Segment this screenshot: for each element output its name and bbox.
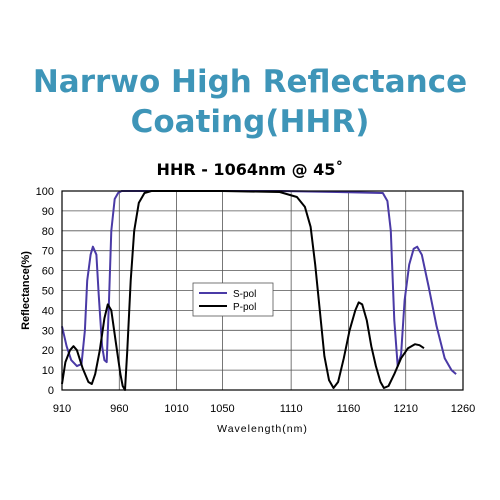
y-tick-label: 0 xyxy=(48,385,54,397)
title-line-2: Coating(HHR) xyxy=(130,104,370,140)
x-tick-label: 1210 xyxy=(393,403,417,415)
x-tick-label: 910 xyxy=(53,403,71,415)
y-tick-label: 60 xyxy=(42,266,54,278)
y-tick-label: 80 xyxy=(42,226,54,238)
series-line-p-pol xyxy=(61,190,425,391)
x-tick-label: 960 xyxy=(110,403,128,415)
x-axis-label: Wavelength(nm) xyxy=(217,423,308,435)
x-tick-label: 1010 xyxy=(164,403,188,415)
title-line-1: Narrwo High Reflectance xyxy=(32,64,468,100)
y-tick-label: 70 xyxy=(42,246,54,258)
y-tick-label: 100 xyxy=(36,186,54,198)
y-tick-label: 90 xyxy=(42,206,54,218)
chart-title: HHR - 1064nm @ 45˚ xyxy=(156,160,344,179)
x-tick-label: 1260 xyxy=(451,403,475,415)
y-tick-label: 40 xyxy=(42,305,54,317)
legend-label-s-pol: S-pol xyxy=(233,289,256,300)
x-tick-label: 1050 xyxy=(210,403,234,415)
x-tick-label: 1160 xyxy=(337,403,361,415)
y-tick-label: 30 xyxy=(42,325,54,337)
legend-label-p-pol: P-pol xyxy=(233,302,256,313)
y-axis-label: Reflectance(%) xyxy=(20,251,32,330)
x-tick-label: 1110 xyxy=(280,403,303,415)
y-tick-label: 20 xyxy=(42,345,54,357)
page-title: Narrwo High Reflectance Coating(HHR) xyxy=(0,62,500,142)
y-tick-label: 10 xyxy=(42,365,54,377)
plot-frame xyxy=(61,190,464,391)
y-tick-label: 50 xyxy=(42,286,54,298)
legend-box xyxy=(192,282,274,317)
